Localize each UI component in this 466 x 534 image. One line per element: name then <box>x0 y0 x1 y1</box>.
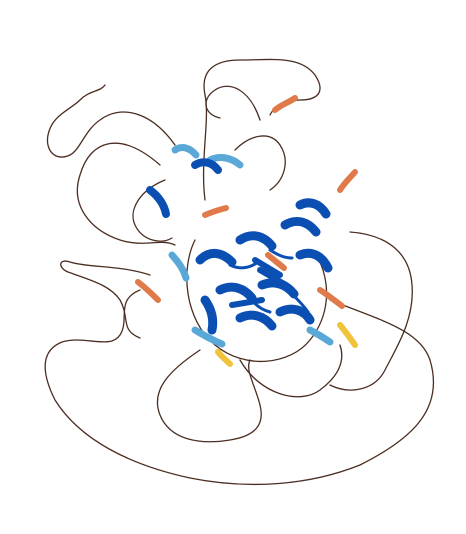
helix-orange-topright <box>272 95 298 113</box>
core-helix-5 <box>215 282 257 303</box>
core-helix-8 <box>275 304 315 325</box>
loop-bottom-large <box>44 289 435 486</box>
core-helix-7 <box>235 310 277 331</box>
core-link-c <box>248 296 272 314</box>
structured-core-domain <box>146 158 333 335</box>
helix-lightblue-bottom <box>191 326 226 348</box>
core-helix-1 <box>195 249 237 267</box>
core-helix-11 <box>191 158 222 174</box>
core-sheet-3 <box>229 297 265 308</box>
loop-left-mid <box>60 260 151 339</box>
helix-orange-left <box>135 279 161 303</box>
loop-upper-mid <box>234 135 286 191</box>
core-helix-10 <box>146 186 170 218</box>
core-helix-9 <box>200 295 218 335</box>
core-helix-12 <box>295 198 331 219</box>
disordered-loops <box>44 58 435 486</box>
loop-top-left <box>46 84 176 158</box>
very-low-confidence-helices <box>215 322 358 367</box>
helix-lightblue-upper <box>206 154 244 169</box>
loop-inner-circle <box>186 239 328 363</box>
helix-orange-center <box>265 252 287 271</box>
helix-orange-right-top <box>337 169 358 193</box>
low-confidence-helices <box>135 95 358 309</box>
loop-left-big <box>76 142 176 246</box>
loop-top-right-a <box>205 85 261 121</box>
loop-top <box>202 58 321 201</box>
core-link-a <box>228 260 260 270</box>
loop-bottom-mid <box>239 344 343 398</box>
confident-helices <box>168 144 334 348</box>
core-helix-2 <box>235 231 277 251</box>
loop-right-arc <box>329 231 413 391</box>
core-helix-4 <box>295 248 333 273</box>
core-helix-3 <box>280 217 321 237</box>
helix-yellow-right <box>337 322 358 348</box>
helix-orange-upper <box>202 205 229 218</box>
helix-lightblue-right <box>306 326 334 346</box>
helix-orange-right <box>317 287 345 309</box>
core-link-d <box>292 294 310 314</box>
helix-lightblue-left <box>168 251 190 282</box>
helix-yellow-bottom <box>215 349 233 367</box>
helix-lightblue-top <box>171 144 200 159</box>
core-link-b <box>268 248 294 260</box>
core-sheet-2 <box>257 267 289 288</box>
loop-bottom-inner <box>156 349 262 443</box>
